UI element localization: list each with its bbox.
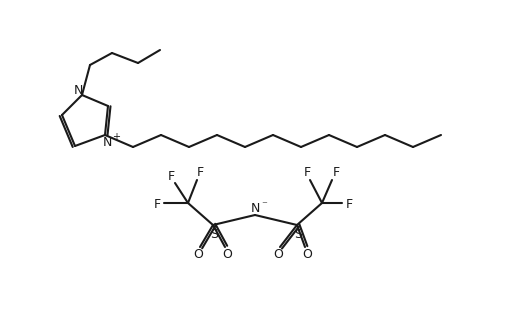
Text: N: N (102, 136, 112, 148)
Text: F: F (345, 198, 353, 212)
Text: F: F (197, 167, 204, 179)
Text: F: F (332, 167, 339, 179)
Text: ⁻: ⁻ (261, 200, 267, 210)
Text: +: + (112, 132, 120, 142)
Text: F: F (303, 167, 310, 179)
Text: F: F (153, 198, 161, 212)
Text: S: S (294, 228, 302, 240)
Text: F: F (168, 170, 175, 182)
Text: N: N (73, 84, 83, 96)
Text: N: N (250, 203, 260, 215)
Text: O: O (222, 248, 232, 260)
Text: O: O (302, 248, 312, 260)
Text: S: S (210, 228, 218, 240)
Text: O: O (193, 248, 203, 260)
Text: O: O (273, 248, 283, 260)
